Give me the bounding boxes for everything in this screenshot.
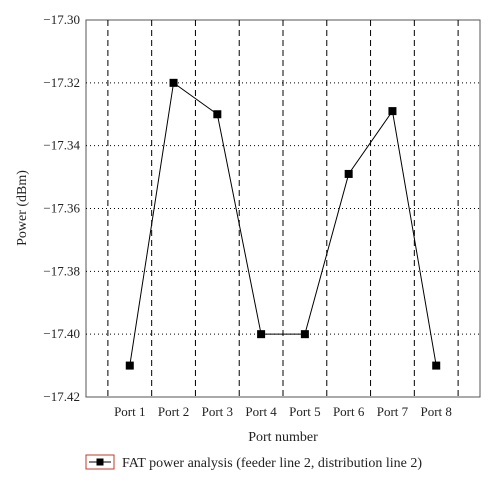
x-tick-label: Port 1 [114, 404, 145, 419]
x-tick-label: Port 3 [202, 404, 233, 419]
x-tick-labels: Port 1 Port 2 Port 3 Port 4 Port 5 Port 6 Port… [114, 404, 452, 419]
data-point [388, 107, 397, 116]
y-tick-label: −17.42 [43, 389, 80, 404]
x-axis-title: Port number [248, 430, 318, 445]
y-tick-label: −17.32 [43, 75, 80, 90]
grid-layer [86, 20, 480, 397]
legend-marker-swatch [96, 458, 104, 466]
x-tick-label: Port 8 [421, 404, 452, 419]
legend-box [85, 454, 115, 470]
series-line [129, 81, 437, 366]
data-point [257, 330, 266, 339]
x-tick-label: Port 2 [158, 404, 189, 419]
legend: FAT power analysis (feeder line 2, distr… [85, 454, 422, 471]
data-point [432, 361, 441, 370]
data-point [213, 110, 222, 119]
data-point [169, 78, 178, 87]
y-tick-labels: −17.30 −17.32 −17.34 −17.36 −17.38 −17.40 −17.… [43, 12, 80, 404]
data-point [125, 361, 134, 370]
data-point [300, 330, 309, 339]
y-tick-label: −17.40 [43, 326, 80, 341]
y-tick-label: −17.34 [43, 138, 80, 153]
y-axis-title: Power (dBm) [15, 170, 30, 246]
legend-label: FAT power analysis (feeder line 2, distr… [122, 456, 422, 471]
x-tick-label: Port 6 [333, 404, 365, 419]
y-tick-label: −17.36 [43, 201, 80, 216]
data-point [344, 169, 353, 178]
y-tick-label: −17.30 [43, 12, 80, 27]
y-tick-label: −17.38 [43, 263, 80, 278]
series-layer [125, 78, 441, 370]
x-tick-label: Port 5 [289, 404, 320, 419]
x-tick-label: Port 4 [245, 404, 277, 419]
x-tick-label: Port 7 [377, 404, 409, 419]
